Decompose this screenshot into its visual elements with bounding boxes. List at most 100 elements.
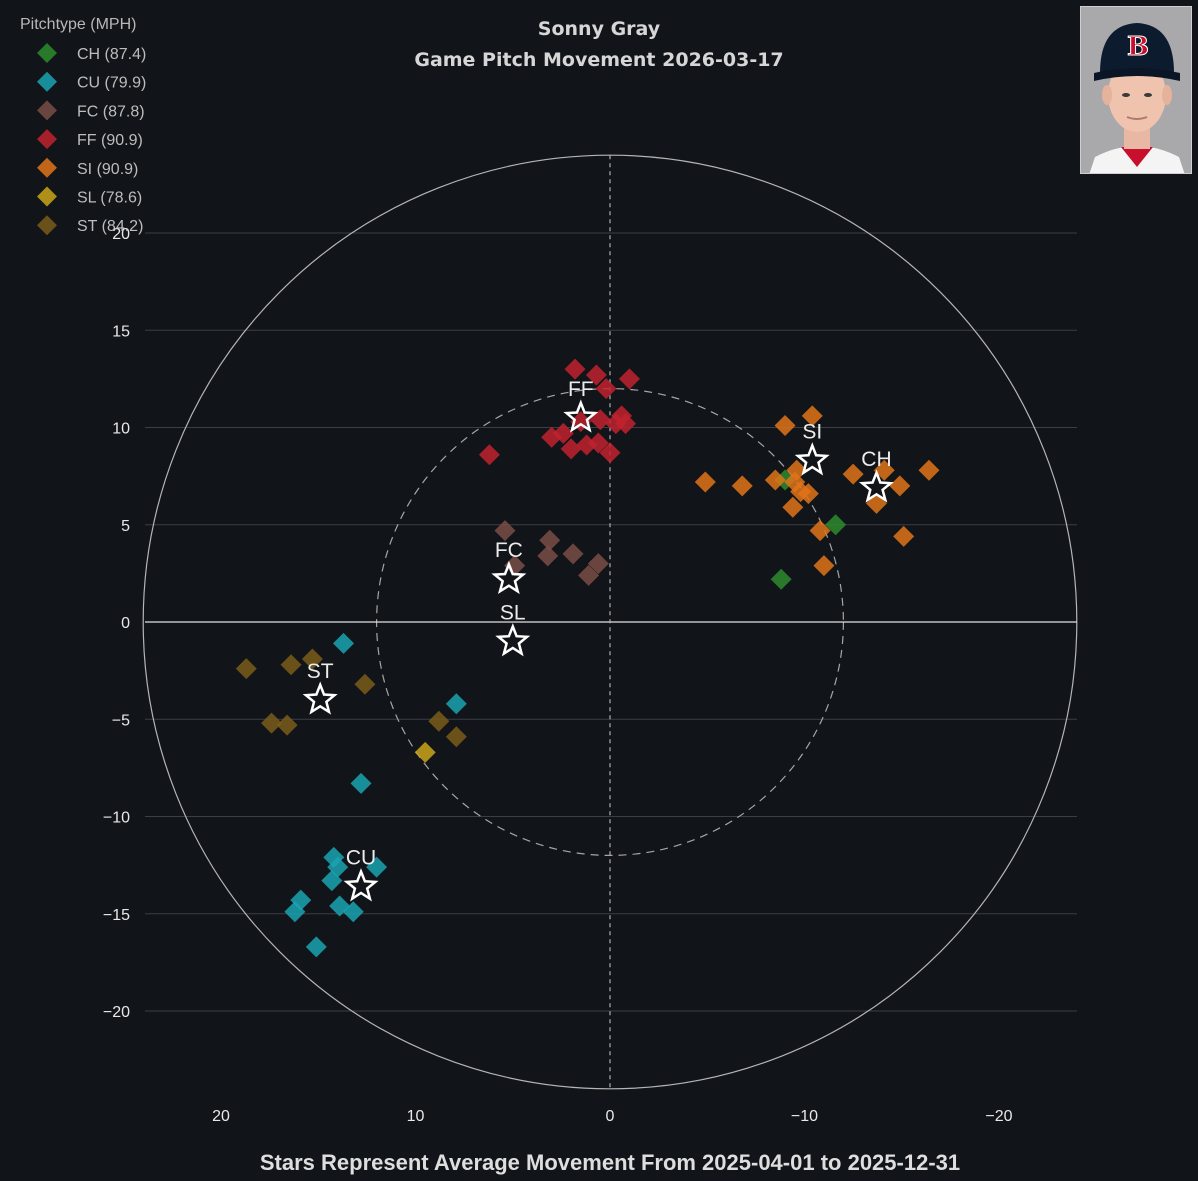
pitch-point-cu [350,772,372,794]
y-tick-label: 15 [112,323,130,340]
pitch-point-si [842,463,864,485]
pitch-point-si [813,555,835,577]
pitch-point-ff [478,444,500,466]
pitch-point-si [774,415,796,437]
legend-label-ch: CH (87.4) [77,46,146,63]
pitch-point-st [280,654,302,676]
pitch-point-ff [618,368,640,390]
avg-star-ch [858,469,894,503]
player-headshot-icon: B [1081,7,1191,173]
pitch-point-fc [562,543,584,565]
pitch-point-cu [284,901,306,923]
chart-footer-note: Stars Represent Average Movement From 20… [260,1150,960,1175]
pitch-point-fc [494,520,516,542]
pitch-point-si [694,471,716,493]
y-tick-label: −5 [112,712,130,729]
y-tick-label: 5 [121,518,130,535]
avg-star-label-ch: CH [861,448,891,471]
legend-marker-cu [37,71,57,92]
pitch-point-fc [537,545,559,567]
avg-star-label-fc: FC [495,539,523,562]
avg-star-label-si: SI [802,421,822,444]
pitch-point-ff [615,413,637,435]
pitch-point-si [918,459,940,481]
pitch-point-ff [585,364,607,386]
pitch-point-st [354,673,376,695]
avg-star-cu [343,868,379,902]
pitch-point-cu [321,870,343,892]
avg-star-label-ff: FF [568,378,594,401]
y-tick-label: −20 [103,1004,130,1021]
pitch-point-ff [587,432,609,454]
legend-marker-fc [37,100,57,121]
pitch-points [235,358,940,958]
y-tick-label: −10 [103,810,130,827]
pitch-point-ff [564,358,586,380]
pitch-point-si [809,520,831,542]
legend-title: Pitchtype (MPH) [20,16,136,33]
avg-star-label-cu: CU [346,847,376,870]
avg-star-label-sl: SL [500,601,526,624]
x-tick-label: −20 [985,1108,1012,1125]
pitch-point-st [235,658,257,680]
pitch-point-ff [599,442,621,464]
pitch-point-fc [578,564,600,586]
pitch-point-si [893,525,915,547]
pitch-point-st [261,712,283,734]
pitch-point-st [276,714,298,736]
pitch-point-st [301,648,323,670]
cap-logo: B [1127,32,1149,62]
pitch-point-si [889,475,911,497]
pitch-point-si [782,496,804,518]
pitch-point-cu [305,936,327,958]
pitch-point-si [873,459,895,481]
legend-marker-st [37,215,57,236]
average-stars: FF SI CH FC SL ST CU [302,378,894,902]
pitch-point-ch [770,568,792,590]
legend-label-st: ST (84.2) [77,218,143,235]
legend-label-fc: FC (87.8) [77,103,145,120]
legend-label-ff: FF (90.9) [77,132,143,149]
legend-marker-ff [37,129,57,150]
x-tick-label: 10 [407,1108,425,1125]
chart-title: Sonny Gray [538,18,661,40]
pitch-point-cu [366,856,388,878]
x-tick-label: −10 [791,1108,818,1125]
pitch-point-fc [587,553,609,575]
y-tick-label: −15 [103,907,130,924]
x-tick-label: 20 [212,1108,230,1125]
x-tick-label: 0 [606,1108,615,1125]
player-headshot: B [1080,6,1192,174]
avg-star-fc [491,560,527,595]
pitch-point-sl [414,741,436,763]
y-tick-label: 20 [112,226,130,243]
pitch-point-si [731,475,753,497]
legend-label-cu: CU (79.9) [77,75,146,92]
chart-subtitle: Game Pitch Movement 2026-03-17 [414,49,783,71]
y-tick-label: 0 [121,615,130,632]
legend-label-si: SI (90.9) [77,161,138,178]
axes [145,155,1077,1089]
legend-label-sl: SL (78.6) [77,190,142,207]
pitch-point-st [445,726,467,748]
pitch-point-si [786,459,808,481]
tick-labels: 20 15 10 5 0 −5 −10 −15 −20 20 10 0 −10 −20 [103,226,1013,1125]
pitch-point-si [797,483,819,505]
legend-marker-sl [37,186,57,207]
pitch-point-cu [445,693,467,715]
pitch-point-fc [539,529,561,551]
avg-star-si [794,442,830,476]
pitch-point-fc [504,555,526,577]
pitch-point-cu [333,632,355,654]
pitch-point-si [764,469,786,491]
avg-star-label-st: ST [307,660,334,683]
pitch-point-cu [342,901,364,923]
pitch-point-ch [825,514,847,536]
legend-marker-ch [37,43,57,63]
pitch-point-st [428,710,450,732]
pitch-point-ff [560,438,582,460]
legend-marker-si [37,157,57,178]
pitch-point-ff [595,378,617,400]
avg-star-ff [563,399,599,433]
